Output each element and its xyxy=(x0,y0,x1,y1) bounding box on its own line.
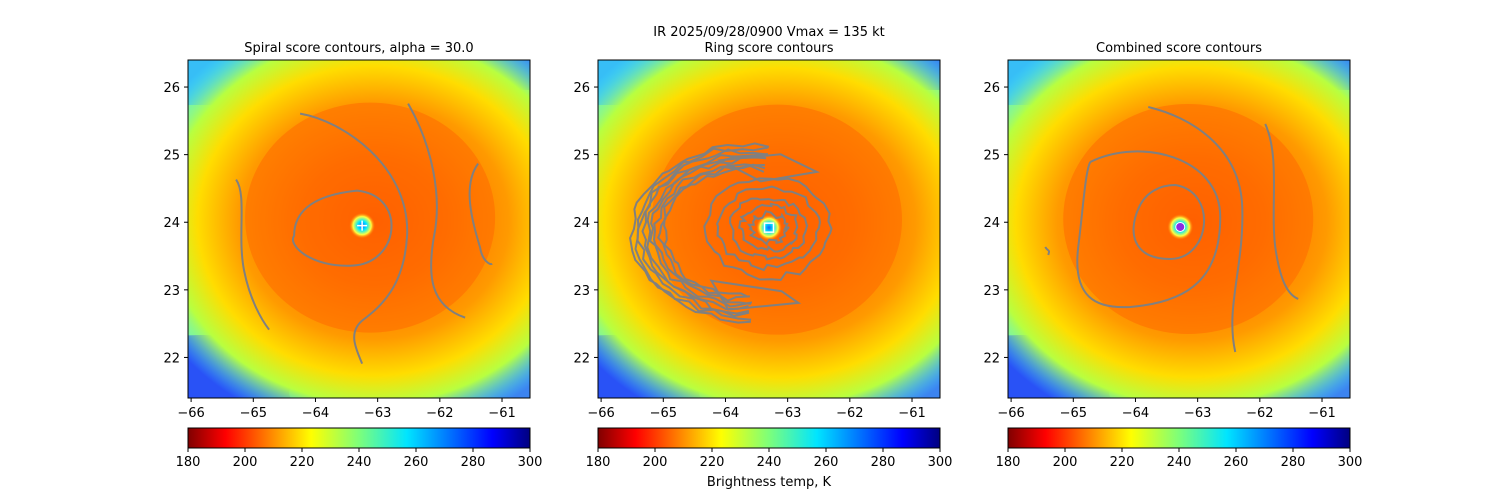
y-tick-label: 26 xyxy=(163,81,180,96)
y-tick-label: 23 xyxy=(163,284,180,299)
colorbar-tick-label: 200 xyxy=(1053,455,1078,470)
center-marker xyxy=(763,222,775,233)
y-tick-label: 25 xyxy=(163,149,180,164)
colorbar-tick-label: 260 xyxy=(814,455,839,470)
y-tick-label: 23 xyxy=(573,284,590,299)
colorbar xyxy=(597,427,941,449)
colorbar-tick-label: 220 xyxy=(700,455,725,470)
y-tick-label: 26 xyxy=(983,81,1000,96)
colorbar-label: Brightness temp, K xyxy=(707,475,832,490)
colorbar-tick-label: 240 xyxy=(757,455,782,470)
contour-line xyxy=(729,197,809,261)
x-tick-label: −66 xyxy=(997,406,1024,421)
center-marker xyxy=(357,220,368,231)
panel-ring: Ring score contours −66 −65 −64 −63 −62 −61 22 2… xyxy=(573,41,953,470)
contour-line xyxy=(709,279,802,311)
x-tick-label: −62 xyxy=(836,406,863,421)
contour-line xyxy=(649,156,767,308)
contour-line xyxy=(641,153,768,315)
x-tick-label: −61 xyxy=(1308,406,1335,421)
y-tick-label: 25 xyxy=(983,149,1000,164)
colorbar xyxy=(187,427,531,449)
axes-frame xyxy=(1007,59,1351,399)
x-tick-label: −66 xyxy=(177,406,204,421)
contour-line xyxy=(235,179,270,331)
contour-line xyxy=(1264,123,1299,300)
x-tick-label: −64 xyxy=(302,406,329,421)
colorbar-tick-label: 220 xyxy=(1110,455,1135,470)
contour-line xyxy=(1044,246,1051,256)
x-tick-label: −62 xyxy=(1246,406,1273,421)
y-tick-label: 22 xyxy=(573,351,590,366)
colorbar-tick-label: 260 xyxy=(404,455,429,470)
x-tick-label: −63 xyxy=(774,406,801,421)
contour-line xyxy=(1132,183,1206,260)
colorbar-tick-label: 300 xyxy=(1338,455,1363,470)
x-tick-label: −61 xyxy=(898,406,925,421)
contour-line xyxy=(716,185,821,272)
colorbar-tick-label: 240 xyxy=(1167,455,1192,470)
colorbar-tick-label: 200 xyxy=(233,455,258,470)
x-tick-label: −61 xyxy=(488,406,515,421)
colorbar-tick-label: 180 xyxy=(176,455,201,470)
contour-line xyxy=(703,177,833,282)
panel-spiral: Spiral score contours, alpha = 30.0 −66 −6… xyxy=(163,41,543,470)
y-tick-label: 24 xyxy=(573,216,590,231)
brightness-temp-image xyxy=(188,60,530,398)
contour-line xyxy=(738,202,799,253)
panel-combined: Combined score contours −66 −65 −64 −63 −62 −6… xyxy=(983,41,1363,470)
contour-line xyxy=(657,163,766,302)
colorbar xyxy=(1007,427,1351,449)
y-tick-label: 22 xyxy=(983,351,1000,366)
axes-frame xyxy=(597,59,941,399)
x-tick-label: −65 xyxy=(1060,406,1087,421)
x-tick-label: −65 xyxy=(650,406,677,421)
contour-line xyxy=(629,142,770,324)
x-tick-label: −65 xyxy=(240,406,267,421)
center-marker xyxy=(1175,221,1186,232)
colorbar-tick-label: 300 xyxy=(928,455,953,470)
colorbar-tick-label: 200 xyxy=(643,455,668,470)
x-tick-label: −62 xyxy=(426,406,453,421)
contour-line xyxy=(634,146,769,321)
x-tick-label: −64 xyxy=(1122,406,1149,421)
contour-line xyxy=(636,148,767,318)
y-tick-label: 23 xyxy=(983,284,1000,299)
y-tick-label: 26 xyxy=(573,81,590,96)
colorbar-tick-label: 180 xyxy=(586,455,611,470)
contour-line xyxy=(747,210,790,247)
colorbar-tick-label: 300 xyxy=(518,455,543,470)
panel-title: Ring score contours xyxy=(704,41,833,56)
storm-eye xyxy=(756,214,782,241)
x-tick-label: −64 xyxy=(712,406,739,421)
colorbar-tick-label: 240 xyxy=(347,455,372,470)
colorbar-tick-label: 280 xyxy=(871,455,896,470)
colorbar-tick-label: 260 xyxy=(1224,455,1249,470)
brightness-temp-image xyxy=(1008,60,1350,398)
panel-title: Spiral score contours, alpha = 30.0 xyxy=(244,41,473,56)
contour-line xyxy=(716,153,821,183)
figure-suptitle: IR 2025/09/28/0900 Vmax = 135 kt xyxy=(653,25,884,40)
y-tick-label: 22 xyxy=(163,351,180,366)
contour-line xyxy=(299,112,409,364)
contour-line xyxy=(291,189,393,267)
contour-line xyxy=(1148,105,1244,353)
x-tick-label: −63 xyxy=(1184,406,1211,421)
panel-title: Combined score contours xyxy=(1096,41,1262,56)
contour-line xyxy=(1076,150,1222,309)
x-tick-label: −66 xyxy=(587,406,614,421)
contour-line xyxy=(652,163,765,305)
y-tick-label: 25 xyxy=(573,149,590,164)
y-tick-label: 24 xyxy=(163,216,180,231)
x-tick-label: −63 xyxy=(364,406,391,421)
colorbar-tick-label: 280 xyxy=(461,455,486,470)
colorbar-tick-label: 280 xyxy=(1281,455,1306,470)
colorbar-tick-label: 180 xyxy=(996,455,1021,470)
colorbar-tick-label: 220 xyxy=(290,455,315,470)
contour-line xyxy=(468,163,493,266)
y-tick-label: 24 xyxy=(983,216,1000,231)
contour-line xyxy=(407,103,466,319)
axes-frame xyxy=(187,59,531,399)
